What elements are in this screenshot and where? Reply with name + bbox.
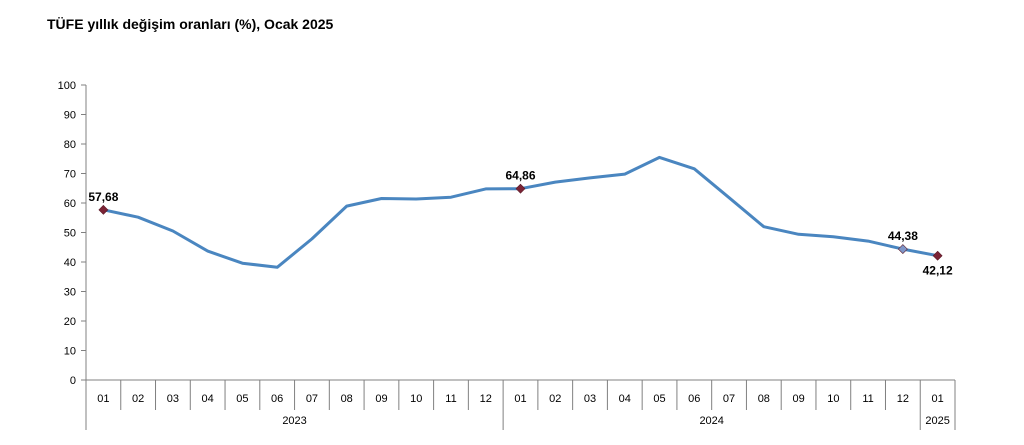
x-tick-label: 10 bbox=[410, 393, 422, 405]
y-tick-label: 60 bbox=[64, 198, 76, 210]
chart-title: TÜFE yıllık değişim oranları (%), Ocak 2… bbox=[47, 16, 334, 32]
y-tick-label: 70 bbox=[64, 169, 76, 181]
data-label: 64,86 bbox=[505, 169, 535, 183]
data-label: 57,68 bbox=[88, 190, 118, 204]
data-label: 42,12 bbox=[923, 264, 953, 278]
x-tick-label: 07 bbox=[723, 393, 735, 405]
y-tick-label: 20 bbox=[64, 316, 76, 328]
x-tick-label: 05 bbox=[653, 393, 665, 405]
y-tick-label: 90 bbox=[64, 110, 76, 122]
year-group-label: 2024 bbox=[699, 415, 723, 427]
x-tick-label: 12 bbox=[480, 393, 492, 405]
data-label: 44,38 bbox=[888, 229, 918, 243]
x-tick-label: 01 bbox=[514, 393, 526, 405]
x-tick-label: 05 bbox=[236, 393, 248, 405]
x-tick-label: 12 bbox=[897, 393, 909, 405]
x-tick-label: 02 bbox=[549, 393, 561, 405]
x-tick-label: 01 bbox=[97, 393, 109, 405]
y-tick-label: 10 bbox=[64, 346, 76, 358]
x-tick-label: 11 bbox=[445, 393, 456, 405]
x-tick-label: 08 bbox=[341, 393, 353, 405]
x-tick-label: 04 bbox=[202, 393, 214, 405]
y-tick-label: 40 bbox=[64, 257, 76, 269]
y-tick-label: 0 bbox=[70, 375, 76, 387]
x-tick-label: 11 bbox=[862, 393, 873, 405]
data-point-marker bbox=[897, 244, 908, 255]
x-tick-label: 10 bbox=[827, 393, 839, 405]
x-tick-label: 04 bbox=[619, 393, 631, 405]
data-point-marker bbox=[515, 183, 526, 194]
x-tick-label: 01 bbox=[931, 393, 943, 405]
x-tick-label: 02 bbox=[132, 393, 144, 405]
year-group-label: 2023 bbox=[282, 415, 306, 427]
x-tick-label: 03 bbox=[167, 393, 179, 405]
x-tick-label: 03 bbox=[584, 393, 596, 405]
y-tick-label: 100 bbox=[58, 80, 76, 92]
y-tick-label: 30 bbox=[64, 287, 76, 299]
data-point-marker bbox=[98, 204, 109, 215]
x-tick-label: 06 bbox=[271, 393, 283, 405]
x-tick-label: 09 bbox=[375, 393, 387, 405]
x-tick-label: 07 bbox=[306, 393, 318, 405]
y-tick-label: 80 bbox=[64, 139, 76, 151]
y-tick-label: 50 bbox=[64, 228, 76, 240]
data-point-marker bbox=[932, 250, 943, 261]
x-tick-label: 09 bbox=[792, 393, 804, 405]
x-tick-label: 06 bbox=[688, 393, 700, 405]
x-tick-label: 08 bbox=[758, 393, 770, 405]
year-group-label: 2025 bbox=[925, 415, 949, 427]
